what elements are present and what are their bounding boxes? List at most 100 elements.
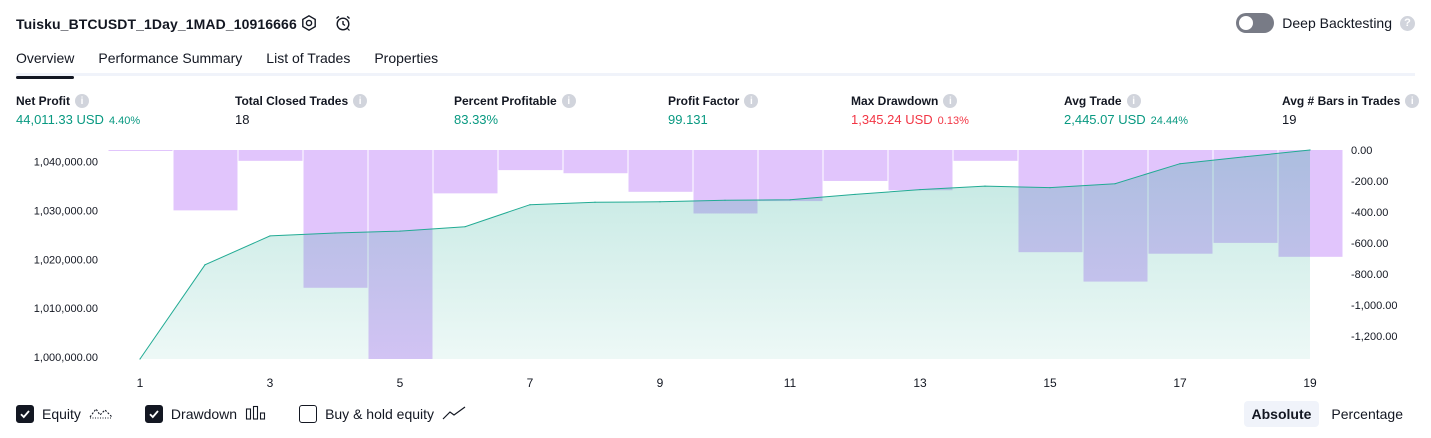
right-y-tick-label: -200.00 [1351,176,1388,188]
metric-value: 83.33% [454,112,499,127]
legend-equity[interactable]: Equity [16,405,113,424]
info-icon[interactable]: i [75,94,89,108]
equity-point [204,264,206,266]
metric-label: Profit Factor [668,94,740,108]
metric-percent: 24.44% [1150,115,1188,127]
drawdown-bar[interactable] [498,150,563,171]
legend-buy-hold-equity[interactable]: Buy & hold equity [299,405,466,424]
deep-backtesting-toggle[interactable] [1236,13,1275,33]
legend-drawdown[interactable]: Drawdown [144,405,267,424]
metric-percent: 4.40% [108,115,141,127]
metric-value: 1,345.24 USD [851,112,933,127]
equity-area [140,150,1310,359]
info-icon[interactable]: i [943,94,958,108]
metric-value: 99.131 [668,112,708,127]
equity-point [1049,187,1051,189]
equity-point [789,199,791,201]
equity-point [334,232,336,234]
drawdown-bars-icon [245,405,267,424]
drawdown-bar[interactable] [628,150,693,192]
drawdown-bar[interactable] [108,150,173,151]
metric-label: Max Drawdown [851,94,939,108]
right-y-tick-label: -400.00 [1351,207,1388,219]
x-tick-label: 5 [397,376,404,390]
right-y-tick-label: -1,000.00 [1351,300,1397,312]
percentage-button[interactable]: Percentage [1331,406,1403,422]
metric-label: Avg # Bars in Trades [1282,94,1401,108]
left-y-tick-label: 1,010,000.00 [34,303,98,315]
drawdown-bar[interactable] [173,150,238,211]
buy-hold-line-icon [442,405,466,424]
equity-point [659,201,661,203]
equity-point [984,185,986,187]
equity-point [919,188,921,191]
absolute-button[interactable]: Absolute [1243,401,1320,427]
equity-point [1244,156,1246,158]
tab-properties[interactable]: Properties [374,50,439,66]
metrics-row: Net Profit i 44,011.33 USD 4.40% Total Clo… [0,92,1431,132]
info-icon[interactable]: i [561,94,576,108]
metric-value: 44,011.33 USD [16,112,104,127]
equity-point [1309,149,1311,151]
x-tick-label: 19 [1303,376,1317,390]
legend-label: Equity [42,406,81,422]
buy-hold-checkbox[interactable] [299,405,318,423]
metric-avg-bars-in-trades: Avg # Bars in Trades i 19 [1282,92,1420,127]
drawdown-bar[interactable] [238,150,303,161]
alarm-clock-icon[interactable] [333,13,353,33]
help-icon[interactable]: ? [1400,15,1415,31]
toggle-knob [1239,16,1254,30]
strategy-header: Tuisku_BTCUSDT_1Day_1MAD_10916666 Deep B… [0,0,1431,46]
drawdown-bar[interactable] [433,150,498,194]
deep-backtesting: Deep Backtesting ? [1236,13,1415,33]
x-tick-label: 7 [527,376,534,390]
gear-icon[interactable] [299,13,319,33]
strategy-title: Tuisku_BTCUSDT_1Day_1MAD_10916666 [16,16,297,32]
equity-point [594,201,596,203]
x-tick-label: 13 [913,376,927,390]
equity-point [529,204,531,206]
metric-label: Avg Trade [1064,94,1122,108]
chart-legend: Equity Drawdown Buy & hold equity [16,403,466,425]
x-tick-label: 15 [1043,376,1057,390]
equity-point [464,226,466,228]
right-y-tick-label: -800.00 [1351,269,1388,281]
metric-percent: 0.13% [937,115,969,127]
equity-point [269,235,271,237]
drawdown-bar[interactable] [888,150,953,191]
tab-list-of-trades[interactable]: List of Trades [266,50,351,66]
tab-performance-summary[interactable]: Performance Summary [98,50,243,66]
equity-drawdown-chart-svg: 1,040,000.00 1,030,000.00 1,020,000.00 1,01… [34,145,1398,390]
metric-value: 2,445.07 USD [1064,112,1146,127]
metric-label: Total Closed Trades [235,94,349,108]
equity-chart: 1,040,000.00 1,030,000.00 1,020,000.00 1,01… [0,140,1431,395]
drawdown-bar[interactable] [563,150,628,174]
right-y-tick-label: -1,200.00 [1351,331,1397,343]
info-icon[interactable]: i [353,94,368,108]
equity-line-icon [89,405,113,424]
info-icon[interactable]: i [744,94,759,108]
drawdown-checkbox[interactable] [144,405,163,423]
left-y-tick-label: 1,040,000.00 [34,157,98,169]
info-icon[interactable]: i [1405,94,1420,108]
x-tick-label: 9 [657,376,664,390]
metric-label: Percent Profitable [454,94,557,108]
info-icon[interactable]: i [1126,94,1141,108]
tab-overview[interactable]: Overview [16,46,75,79]
metric-value: 19 [1282,112,1297,127]
x-tick-label: 11 [784,376,797,390]
drawdown-bar[interactable] [758,150,823,202]
left-y-tick-label: 1,000,000.00 [34,352,98,364]
legend-label: Buy & hold equity [325,406,435,422]
drawdown-bar[interactable] [823,150,888,181]
right-y-tick-label: 0.00 [1351,145,1372,157]
equity-checkbox[interactable] [16,405,34,423]
metric-percent-profitable: Percent Profitable i 83.33% [454,92,576,127]
deep-backtesting-label: Deep Backtesting [1282,15,1392,31]
equity-point [1114,183,1116,185]
equity-point [139,358,141,360]
equity-point [854,193,856,196]
metric-max-drawdown: Max Drawdown i 1,345.24 USD 0.13% [851,92,969,127]
drawdown-bar[interactable] [953,150,1018,161]
left-y-tick-label: 1,020,000.00 [34,254,98,266]
